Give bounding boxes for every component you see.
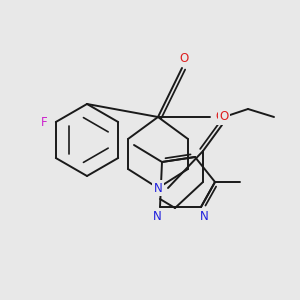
- Text: F: F: [40, 116, 47, 128]
- Text: O: O: [215, 110, 225, 124]
- Text: O: O: [179, 52, 189, 65]
- Text: N: N: [153, 209, 161, 223]
- Text: N: N: [154, 182, 162, 194]
- Text: O: O: [219, 110, 229, 124]
- Text: N: N: [200, 209, 208, 223]
